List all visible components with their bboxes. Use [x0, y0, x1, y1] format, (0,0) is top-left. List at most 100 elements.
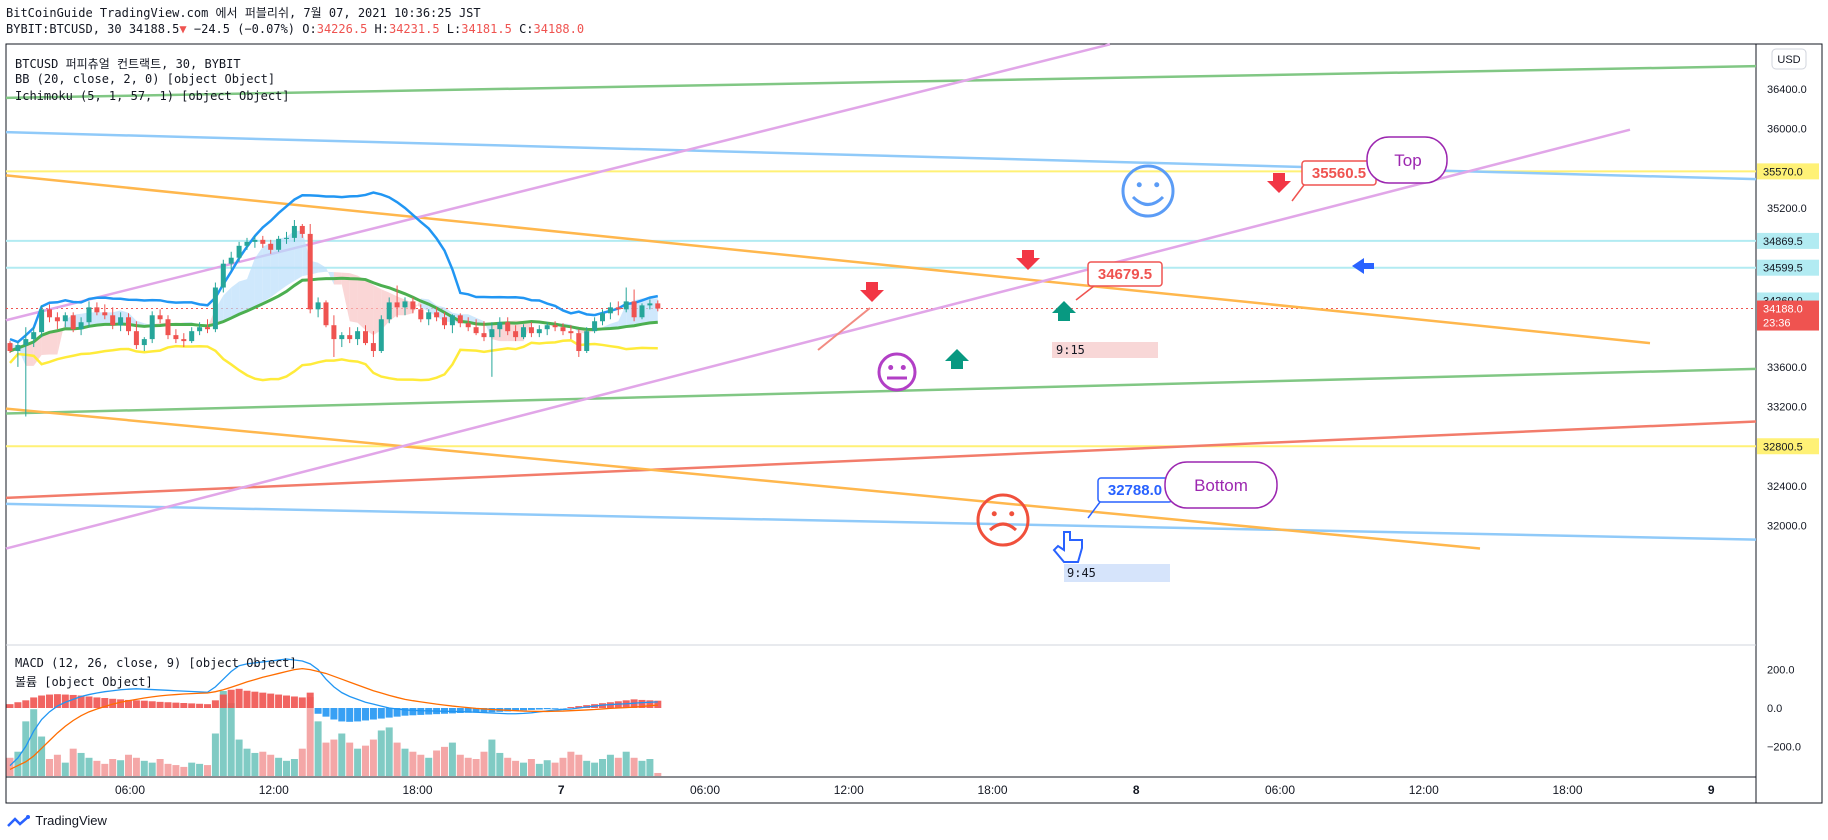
ichimoku-cloud-segment [239, 279, 247, 315]
ichimoku-cloud-segment [96, 312, 105, 326]
candle-body [299, 225, 305, 234]
volume-bar [61, 762, 69, 776]
candle-body [378, 319, 384, 352]
macd-tick-label: 0.0 [1767, 703, 1782, 715]
candle-body [141, 339, 147, 346]
close-value: 34188.0 [533, 22, 585, 36]
volume-bar [22, 721, 30, 776]
time-tick-label: 12:00 [834, 783, 864, 797]
ichimoku-cloud-segment [270, 238, 279, 298]
arrow-down-icon [1267, 173, 1291, 193]
macd-histogram-bar [22, 700, 30, 708]
candle-body [505, 322, 511, 332]
candle-body [197, 327, 203, 332]
macd-histogram-bar [551, 708, 559, 709]
macd-histogram-bar [14, 702, 22, 708]
ichimoku-cloud-segment [326, 267, 334, 285]
tradingview-logo-icon [7, 814, 30, 827]
currency-label: USD [1777, 54, 1800, 66]
tradingview-footer[interactable]: TradingView [6, 813, 107, 829]
volume-bar [164, 763, 172, 776]
ichimoku-cloud-segment [349, 273, 358, 323]
macd-histogram-bar [512, 708, 520, 711]
bb-basis-line [9, 276, 658, 353]
ichimoku-cloud-segment [649, 298, 658, 323]
volume-bar [125, 754, 132, 776]
candle-body [157, 315, 163, 320]
price-tag-pointer [1087, 501, 1101, 519]
volume-bar [433, 750, 441, 776]
candle-body [189, 331, 195, 342]
candle-body [434, 312, 440, 318]
volume-bar [30, 709, 38, 776]
candle-body [86, 307, 92, 323]
volume-bar [614, 757, 622, 776]
price-axis-label-text: 34599.5 [1763, 263, 1803, 275]
ichimoku-cloud-segment [278, 236, 287, 292]
volume-bar [425, 757, 433, 776]
price-tag-bottom-text: 32788.0 [1108, 482, 1162, 499]
macd-histogram-bar [480, 708, 488, 713]
volume-bar [275, 757, 283, 776]
volume-bar [140, 760, 148, 776]
price-axis-label [1757, 438, 1819, 455]
candle-body [47, 309, 52, 318]
macd-histogram-bar [117, 699, 125, 708]
ichimoku-cloud-segment [286, 230, 295, 286]
time-box-text: 9:15 [1056, 343, 1085, 357]
candle-body [655, 303, 661, 309]
legend-ichimoku: Ichimoku (5, 1, 57, 1) [object Object] [15, 89, 290, 103]
time-tick-label: 8 [1133, 783, 1140, 797]
macd-histogram-bar [520, 708, 527, 711]
price-axis-label-text: 35570.0 [1763, 166, 1803, 178]
price-tag-pointer [1291, 184, 1305, 202]
candle-body [647, 303, 653, 306]
ichimoku-cloud-segment [618, 304, 627, 328]
price-axis-label [1757, 163, 1819, 180]
macd-histogram-bar [448, 708, 456, 714]
trend-line [5, 128, 1631, 550]
trend-line [5, 367, 1757, 415]
time-tick-label: 06:00 [1265, 783, 1295, 797]
macd-histogram-bar [267, 693, 275, 708]
open-value: 34226.5 [316, 22, 368, 36]
face-eye [1009, 511, 1015, 517]
face-eye [1154, 182, 1160, 188]
volume-bar [314, 721, 322, 776]
candle-body [15, 345, 21, 352]
candle-body [560, 327, 566, 332]
candle-body [552, 325, 558, 328]
candle-body [615, 307, 621, 310]
time-range-box [1064, 564, 1170, 582]
ichimoku-cloud-segment [412, 298, 421, 314]
volume-bar [362, 745, 369, 776]
price-chart[interactable]: 35560.5 34679.5 32788.0 Top Bottom 9:15 9:45 3… [0, 0, 1828, 808]
ichimoku-cloud-segment [25, 341, 34, 366]
macd-histogram-bar [188, 703, 196, 708]
price-tick-label: 32000.0 [1767, 521, 1807, 533]
candle-body [607, 307, 613, 314]
volume-bar [156, 759, 164, 776]
volume-bar [638, 760, 646, 776]
volume-bar [14, 751, 22, 776]
candle-body [94, 307, 100, 313]
price-tick-label: 32400.0 [1767, 481, 1807, 493]
macd-histogram-bar [211, 700, 219, 708]
volume-bar [196, 763, 204, 776]
volume-bar [101, 763, 109, 776]
volume-bar [204, 765, 211, 776]
candle-body [394, 302, 400, 308]
volume-bar [393, 742, 401, 776]
volume-bar [496, 752, 504, 776]
candle-body [623, 301, 629, 310]
time-tick-label: 18:00 [1552, 783, 1582, 797]
volume-bar [251, 752, 259, 776]
candle-body [110, 315, 116, 326]
arrow-left-icon [1352, 258, 1374, 274]
ichimoku-cloud-segment [57, 319, 66, 355]
candle-body [331, 325, 337, 340]
low-value: 34181.5 [461, 22, 512, 36]
macd-histogram-bar [156, 701, 164, 708]
macd-histogram-bar [109, 698, 117, 708]
volume-bar [606, 754, 614, 776]
